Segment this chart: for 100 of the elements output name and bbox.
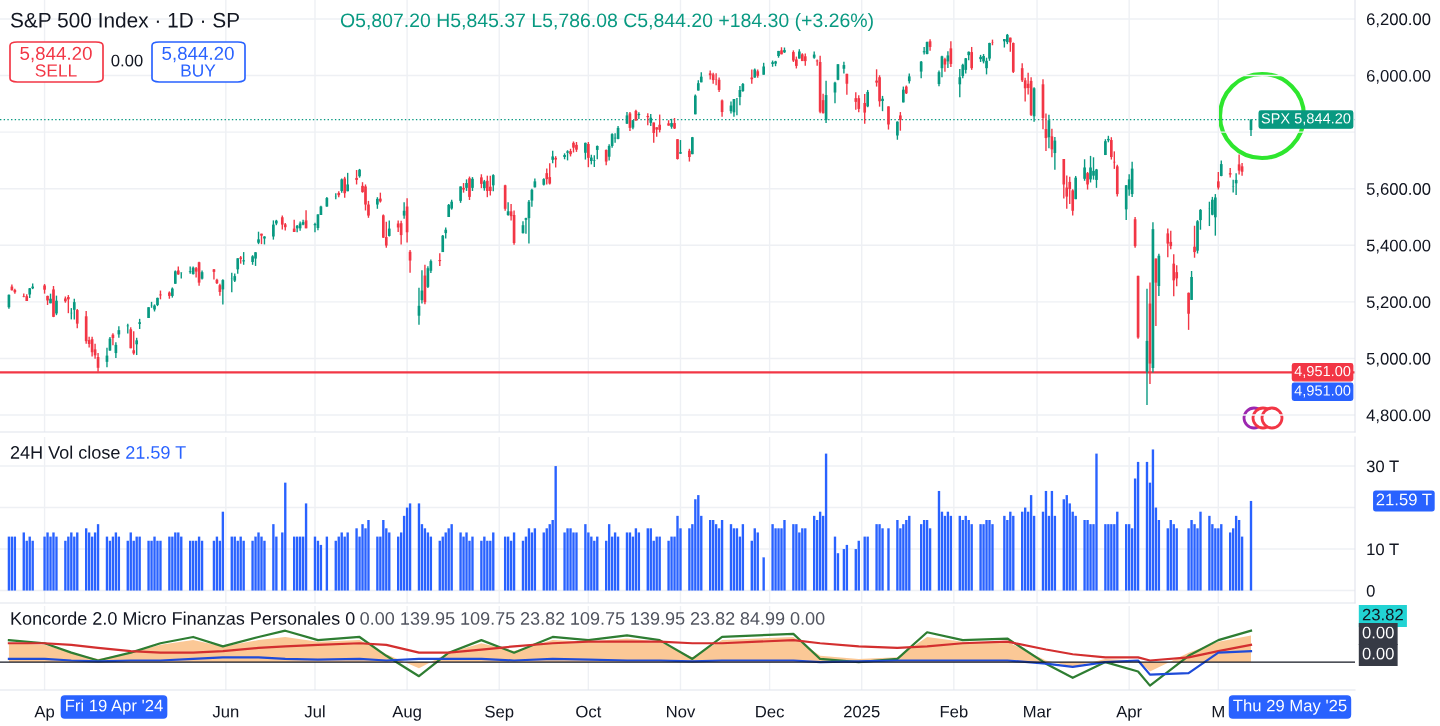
bar	[462, 536, 465, 591]
bar	[988, 520, 991, 591]
candlestick	[896, 120, 899, 141]
x-tick-label: Nov	[667, 705, 696, 718]
bar	[147, 540, 150, 591]
candlestick	[667, 119, 670, 127]
bar	[985, 520, 988, 591]
y-tick-label: 5,000.00	[1366, 352, 1431, 367]
candlestick	[55, 294, 58, 316]
bar	[774, 528, 777, 591]
bar	[569, 528, 572, 591]
y-tick-label: 5,400.00	[1366, 239, 1431, 254]
candlestick	[471, 176, 474, 192]
bar	[777, 528, 780, 591]
candlestick	[1104, 138, 1107, 156]
candlestick	[554, 155, 558, 169]
candlestick	[75, 308, 79, 329]
bar	[64, 540, 67, 591]
bar	[688, 528, 691, 591]
candlestick	[584, 141, 587, 161]
candlestick	[958, 68, 962, 99]
y-tick-label: 4,800.00	[1366, 409, 1431, 424]
bar	[376, 536, 379, 591]
candlestick	[1086, 171, 1089, 191]
bar	[1095, 453, 1098, 591]
text: 139.95	[401, 612, 455, 625]
annotation: SELL	[35, 64, 77, 77]
y-tick-label: 0	[1366, 584, 1375, 597]
y-tick-label: 6,200.00	[1366, 13, 1431, 28]
bar	[875, 524, 878, 591]
candlestick	[46, 294, 49, 306]
candlestick	[1003, 38, 1006, 49]
bar	[771, 524, 774, 591]
candlestick	[462, 182, 465, 194]
bar	[1003, 515, 1006, 591]
bar	[135, 536, 138, 591]
bar	[1074, 515, 1077, 591]
bar	[1083, 520, 1086, 591]
x-tick-label: Oct	[576, 705, 602, 718]
bar	[46, 532, 49, 591]
text: 109.75	[571, 612, 625, 625]
candlestick	[1175, 264, 1179, 287]
chart-title: 24H Vol close	[10, 445, 120, 459]
candlestick	[575, 141, 578, 153]
bar	[168, 536, 171, 591]
text: 0.00	[1362, 626, 1394, 639]
bar	[257, 532, 260, 591]
annotation: 0.00	[111, 54, 143, 67]
candlestick	[483, 179, 486, 192]
annotation: 4,951.00	[1294, 385, 1351, 398]
bar	[590, 536, 593, 591]
bar	[31, 540, 34, 591]
bar	[52, 532, 55, 591]
text: Fri 19 Apr '24	[66, 699, 163, 715]
candlestick	[1006, 33, 1009, 45]
text: 23.82	[690, 612, 735, 625]
bar	[480, 540, 483, 591]
bar	[260, 536, 263, 591]
bar	[1193, 524, 1196, 591]
bar	[584, 524, 587, 591]
candlestick	[292, 219, 296, 233]
bar	[138, 536, 141, 591]
bar	[887, 528, 890, 591]
bar	[991, 524, 994, 591]
candlestick	[254, 251, 257, 267]
bar	[150, 540, 153, 591]
candlestick	[691, 136, 694, 155]
candlestick	[774, 60, 777, 67]
bar	[254, 536, 257, 591]
candlestick	[899, 111, 902, 132]
candlestick	[251, 254, 254, 266]
candlestick	[563, 152, 566, 160]
y-tick-label: 6,000.00	[1366, 69, 1431, 84]
text: 0.00	[790, 612, 825, 625]
y-tick-label: 30 T	[1366, 460, 1399, 473]
candlestick	[688, 148, 691, 163]
bar	[1089, 524, 1092, 591]
bar	[554, 466, 557, 591]
candlestick	[67, 294, 70, 314]
candlestick	[881, 95, 884, 112]
candlestick	[676, 138, 679, 161]
ref-line-label: SPX 5,844.20	[1261, 113, 1351, 126]
bar	[346, 532, 349, 591]
bar	[471, 536, 474, 591]
candlestick	[1187, 291, 1190, 331]
candlestick	[658, 113, 662, 134]
bar	[902, 524, 905, 591]
bar	[70, 532, 73, 591]
bar	[272, 524, 275, 591]
bar	[153, 536, 156, 591]
bar	[1086, 520, 1089, 591]
candlestick	[979, 54, 982, 63]
bar	[450, 524, 453, 591]
candlestick	[762, 62, 766, 76]
x-tick-label: M	[1212, 705, 1224, 718]
bar	[1107, 524, 1110, 591]
candlestick	[708, 69, 712, 81]
bar	[970, 524, 973, 591]
text: 0.00	[360, 612, 395, 625]
candlestick	[272, 219, 275, 241]
